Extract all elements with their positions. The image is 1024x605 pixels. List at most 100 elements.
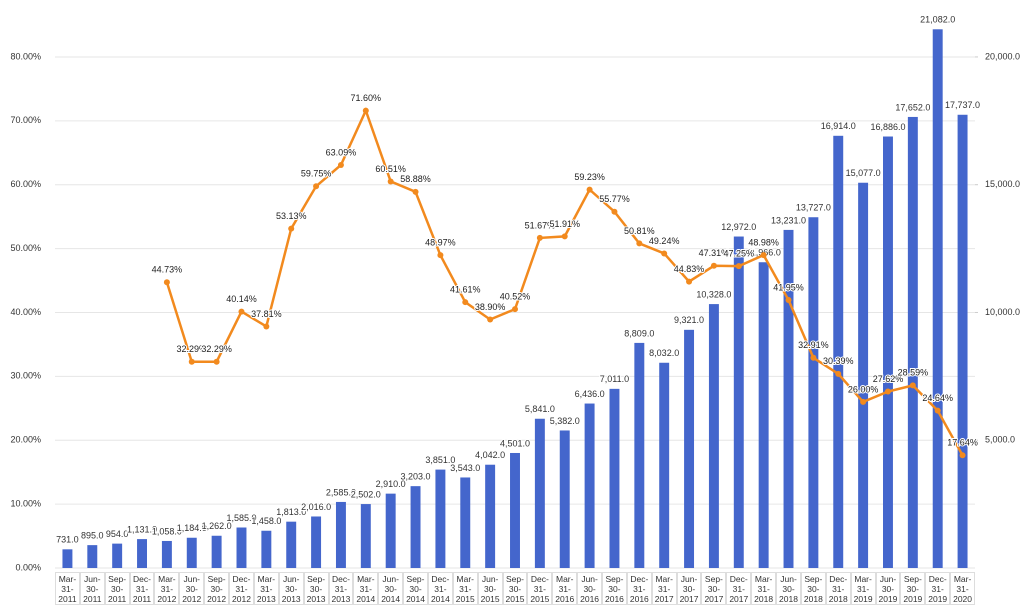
bar-value-label: 731.0 xyxy=(56,535,79,545)
line-point xyxy=(313,183,320,190)
line-point xyxy=(785,297,792,304)
bar-value-label: 17,737.0 xyxy=(945,100,980,110)
line-point xyxy=(536,234,543,241)
bar-value-label: 21,082.0 xyxy=(920,15,955,25)
y-tick-label: 30.00% xyxy=(10,371,41,381)
bar xyxy=(211,535,222,568)
line-point xyxy=(661,250,668,257)
line-value-label: 30.39% xyxy=(823,356,854,366)
line-value-label: 38.90% xyxy=(475,302,506,312)
bar xyxy=(534,418,545,568)
x-tick-label: Dec-31-2014 xyxy=(427,572,453,605)
line-value-label: 49.24% xyxy=(649,236,680,246)
x-tick-label: Jun-30-2012 xyxy=(179,572,205,605)
line-point xyxy=(263,323,270,330)
bar xyxy=(510,452,520,568)
line-value-label: 48.98% xyxy=(748,237,779,247)
bar-value-label: 2,910.0 xyxy=(376,479,406,489)
line-point xyxy=(710,262,717,269)
line-value-label: 60.51% xyxy=(375,164,406,174)
bar-value-label: 2,502.0 xyxy=(351,489,381,499)
bar xyxy=(360,504,371,568)
bar xyxy=(335,501,346,568)
x-tick-label: Jun-30-2019 xyxy=(875,572,901,605)
x-tick-label: Mar-31-2013 xyxy=(253,572,279,605)
bar-value-label: 5,841.0 xyxy=(525,404,555,414)
x-tick-label: Mar-31-2011 xyxy=(55,572,80,605)
x-tick-label: Dec-31-2019 xyxy=(925,572,951,605)
line-value-label: 71.60% xyxy=(351,93,382,103)
x-tick-label: Dec-31-2012 xyxy=(229,572,254,605)
bar-value-label: 5,382.0 xyxy=(550,416,580,426)
bar xyxy=(385,493,396,568)
x-tick-label: Mar-31-2012 xyxy=(154,572,180,605)
bar xyxy=(858,182,869,568)
x-tick-label: Dec-31-2018 xyxy=(825,572,851,605)
bar xyxy=(311,516,322,568)
line-point xyxy=(512,306,518,313)
line-value-label: 41.95% xyxy=(773,282,804,292)
bar-value-label: 6,436.0 xyxy=(575,389,605,399)
bar-value-label: 2,585.0 xyxy=(326,487,356,497)
line-point xyxy=(934,407,941,414)
bar-value-label: 8,809.0 xyxy=(624,328,654,338)
line-point xyxy=(188,358,195,365)
x-tick-label: Mar-31-2017 xyxy=(651,572,677,605)
bar-value-label: 3,203.0 xyxy=(401,472,431,482)
x-tick-label: Jun-30-2018 xyxy=(776,572,801,605)
x-tick-label: Jun-30-2016 xyxy=(577,572,603,605)
bar xyxy=(808,217,819,568)
line-point xyxy=(387,178,394,185)
bar xyxy=(708,304,719,568)
y-tick-label: 40.00% xyxy=(10,307,41,317)
line-value-label: 26.00% xyxy=(848,384,879,394)
x-tick-label: Dec-31-2015 xyxy=(527,572,553,605)
line-value-label: 44.73% xyxy=(152,265,183,275)
line-point xyxy=(437,252,444,259)
line-point xyxy=(163,279,170,286)
bar-value-label: 2,016.0 xyxy=(301,502,331,512)
line-point xyxy=(238,308,245,315)
line-point xyxy=(611,208,618,215)
bar xyxy=(261,530,272,568)
bar-value-label: 16,886.0 xyxy=(870,122,905,132)
line-value-label: 44.83% xyxy=(674,264,705,274)
x-tick-label: Mar-31-2020 xyxy=(950,572,975,605)
line-point xyxy=(636,240,643,247)
line-value-label: 51.91% xyxy=(549,219,580,229)
bar-value-label: 1,131.0 xyxy=(127,524,157,534)
line-value-label: 63.09% xyxy=(326,147,357,157)
line-point xyxy=(735,263,742,270)
bar xyxy=(584,403,595,568)
bar-value-label: 1,262.0 xyxy=(202,521,232,531)
line-value-label: 32.29% xyxy=(176,344,207,354)
bar xyxy=(733,236,744,568)
line-point xyxy=(686,278,693,285)
line-value-label: 37.81% xyxy=(251,309,282,319)
line-value-label: 48.97% xyxy=(425,238,456,248)
line-point xyxy=(288,225,295,232)
bar xyxy=(758,262,769,568)
bar xyxy=(634,342,645,568)
x-tick-label: Mar-31-2018 xyxy=(751,572,777,605)
line-point xyxy=(810,354,817,361)
x-tick-label: Sep-30-2018 xyxy=(800,572,826,605)
bar xyxy=(609,388,620,568)
bar-value-label: 1,813.0 xyxy=(276,507,306,517)
y-tick-label: 80.00% xyxy=(10,51,41,61)
bar xyxy=(833,135,844,568)
y2-tick-label: 15,000.0 xyxy=(985,179,1020,189)
line-value-label: 50.81% xyxy=(624,226,655,236)
line-point xyxy=(860,398,867,405)
x-tick-label: Sep-30-2011 xyxy=(104,572,130,605)
bar xyxy=(410,486,421,568)
bar xyxy=(286,521,297,568)
x-tick-label: Jun-30-2017 xyxy=(676,572,702,605)
line-point xyxy=(462,299,469,306)
x-tick-label: Dec-31-2011 xyxy=(129,572,155,605)
bar-value-label: 9,321.0 xyxy=(674,315,704,325)
x-tick-label: Mar-31-2014 xyxy=(353,572,379,605)
bar-value-label: 13,231.0 xyxy=(771,215,806,225)
line-value-label: 59.23% xyxy=(574,172,605,182)
x-tick-label: Dec-31-2013 xyxy=(328,572,354,605)
